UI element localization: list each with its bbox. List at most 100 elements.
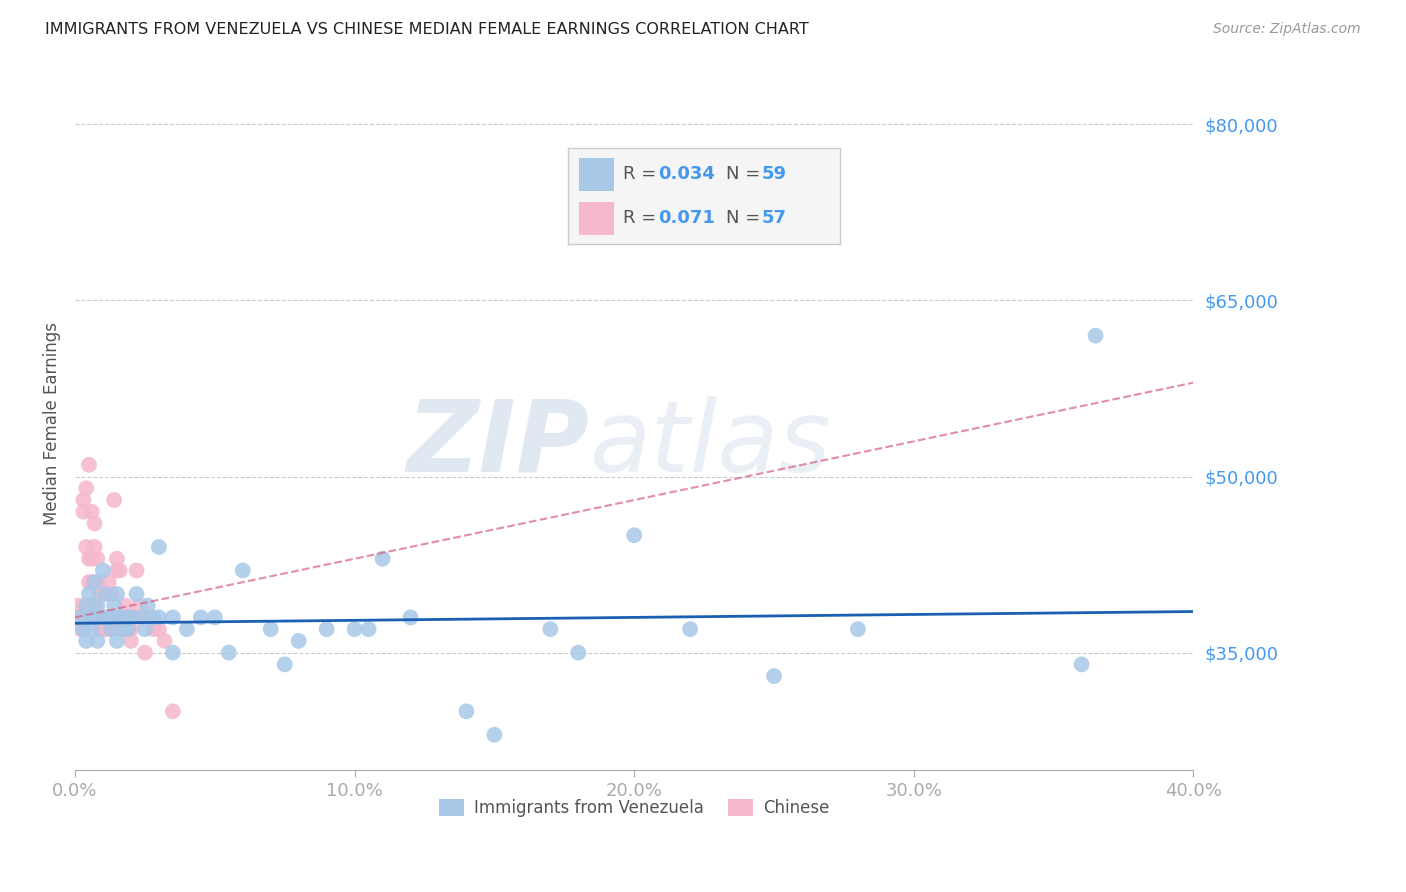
Point	[190, 610, 212, 624]
Point	[66, 610, 89, 624]
Point	[114, 610, 136, 624]
Point	[125, 564, 148, 578]
Point	[108, 622, 131, 636]
Point	[846, 622, 869, 636]
Point	[86, 633, 108, 648]
Point	[86, 551, 108, 566]
Point	[80, 610, 103, 624]
Point	[287, 633, 309, 648]
Legend: Immigrants from Venezuela, Chinese: Immigrants from Venezuela, Chinese	[432, 792, 837, 824]
Point	[114, 599, 136, 613]
Point	[117, 622, 139, 636]
Point	[148, 540, 170, 554]
Point	[80, 610, 103, 624]
Point	[273, 657, 295, 672]
Point	[77, 551, 100, 566]
Point	[83, 540, 105, 554]
Point	[91, 610, 114, 624]
Point	[456, 704, 478, 718]
Point	[83, 516, 105, 531]
Point	[136, 610, 159, 624]
Point	[91, 622, 114, 636]
Text: Source: ZipAtlas.com: Source: ZipAtlas.com	[1213, 22, 1361, 37]
Point	[120, 610, 142, 624]
Point	[89, 587, 111, 601]
Point	[80, 505, 103, 519]
Text: atlas: atlas	[589, 396, 831, 493]
Point	[315, 622, 337, 636]
Point	[108, 564, 131, 578]
Point	[80, 622, 103, 636]
Point	[94, 587, 117, 601]
Text: 57: 57	[762, 210, 786, 227]
Point	[69, 610, 91, 624]
Point	[204, 610, 226, 624]
Point	[77, 610, 100, 624]
Point	[111, 622, 134, 636]
Point	[108, 610, 131, 624]
Point	[69, 610, 91, 624]
Text: R =: R =	[623, 165, 661, 183]
Point	[148, 610, 170, 624]
Point	[142, 610, 165, 624]
Point	[134, 622, 156, 636]
Point	[260, 622, 283, 636]
Point	[86, 575, 108, 590]
Point	[142, 622, 165, 636]
Point	[120, 633, 142, 648]
Text: IMMIGRANTS FROM VENEZUELA VS CHINESE MEDIAN FEMALE EARNINGS CORRELATION CHART: IMMIGRANTS FROM VENEZUELA VS CHINESE MED…	[45, 22, 808, 37]
Point	[162, 704, 184, 718]
Point	[97, 610, 120, 624]
Point	[763, 669, 786, 683]
Point	[111, 610, 134, 624]
Point	[89, 622, 111, 636]
Point	[75, 599, 97, 613]
Point	[131, 610, 153, 624]
Point	[120, 610, 142, 624]
Bar	[579, 202, 614, 235]
Point	[538, 622, 561, 636]
Point	[1084, 328, 1107, 343]
Point	[399, 610, 422, 624]
Text: 59: 59	[762, 165, 786, 183]
Point	[77, 587, 100, 601]
Point	[105, 610, 128, 624]
Point	[567, 646, 589, 660]
Point	[162, 610, 184, 624]
Point	[94, 622, 117, 636]
Point	[153, 633, 176, 648]
Point	[72, 599, 94, 613]
Text: N =: N =	[725, 210, 766, 227]
Point	[125, 587, 148, 601]
Point	[91, 587, 114, 601]
Point	[83, 599, 105, 613]
Point	[89, 610, 111, 624]
Point	[80, 551, 103, 566]
Point	[623, 528, 645, 542]
Point	[134, 646, 156, 660]
Point	[100, 622, 122, 636]
Point	[484, 728, 506, 742]
Point	[91, 564, 114, 578]
Point	[83, 575, 105, 590]
Point	[77, 458, 100, 472]
Point	[117, 622, 139, 636]
Point	[114, 610, 136, 624]
Point	[371, 551, 394, 566]
Point	[69, 622, 91, 636]
Text: 0.071: 0.071	[658, 210, 714, 227]
Point	[176, 622, 198, 636]
Point	[100, 587, 122, 601]
Point	[218, 646, 240, 660]
Point	[357, 622, 380, 636]
Point	[103, 493, 125, 508]
Point	[86, 610, 108, 624]
Point	[97, 575, 120, 590]
Point	[89, 610, 111, 624]
Text: N =: N =	[725, 165, 766, 183]
Point	[148, 622, 170, 636]
Point	[105, 587, 128, 601]
Point	[72, 493, 94, 508]
Point	[97, 610, 120, 624]
Point	[131, 610, 153, 624]
